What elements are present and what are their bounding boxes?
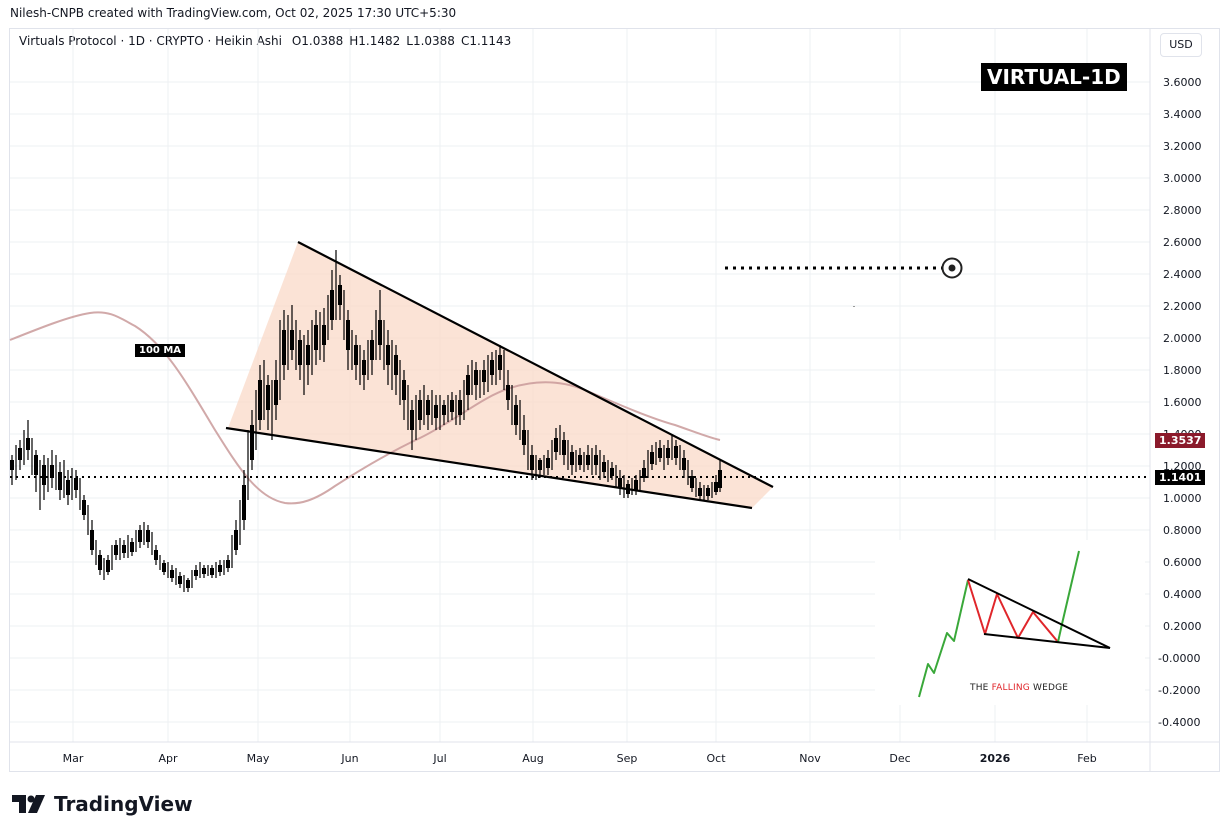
svg-text:0.8000: 0.8000 xyxy=(1163,524,1202,537)
tradingview-logo-icon xyxy=(12,795,45,813)
symbol-legend: Virtuals Protocol · 1D · CRYPTO · Heikin… xyxy=(19,34,517,48)
svg-text:Dec: Dec xyxy=(889,752,910,765)
ma-100-line xyxy=(9,311,721,505)
svg-text:Jul: Jul xyxy=(432,752,446,765)
falling-wedge-inset-image xyxy=(875,540,1145,705)
last-price-badge: 1.1401 xyxy=(1155,470,1206,485)
svg-text:3.6000: 3.6000 xyxy=(1163,76,1202,89)
symbol-name[interactable]: Virtuals Protocol · 1D · CRYPTO · Heikin… xyxy=(19,34,282,48)
svg-text:Feb: Feb xyxy=(1077,752,1096,765)
stray-dot xyxy=(853,306,855,307)
ohlc-close: C1.1143 xyxy=(460,34,512,48)
svg-text:1.8000: 1.8000 xyxy=(1163,364,1202,377)
ohlc-open: O1.0388 xyxy=(291,34,344,48)
price-axis-labels: 3.6000 3.4000 3.2000 3.0000 2.8000 2.600… xyxy=(1158,76,1202,729)
chart-credit: Nilesh-CNPB created with TradingView.com… xyxy=(10,6,457,20)
svg-text:2.2000: 2.2000 xyxy=(1163,300,1202,313)
currency-button[interactable]: USD xyxy=(1160,33,1202,57)
target-icon[interactable] xyxy=(941,257,963,279)
tradingview-logo-text: TradingView xyxy=(54,792,193,816)
svg-text:0.6000: 0.6000 xyxy=(1163,556,1202,569)
symbol-title-tag: VIRTUAL-1D xyxy=(981,63,1127,91)
svg-text:May: May xyxy=(247,752,270,765)
svg-text:3.2000: 3.2000 xyxy=(1163,140,1202,153)
svg-text:0.4000: 0.4000 xyxy=(1163,588,1202,601)
horizontal-gridlines xyxy=(10,81,1150,723)
caption-prefix: THE xyxy=(970,683,992,693)
svg-text:Sep: Sep xyxy=(617,752,638,765)
svg-text:2.0000: 2.0000 xyxy=(1163,332,1202,345)
svg-text:-0.4000: -0.4000 xyxy=(1158,716,1200,729)
candlesticks xyxy=(10,250,722,592)
caption-suffix: WEDGE xyxy=(1029,683,1069,693)
svg-text:1.6000: 1.6000 xyxy=(1163,396,1202,409)
svg-text:Oct: Oct xyxy=(706,752,726,765)
svg-text:3.4000: 3.4000 xyxy=(1163,108,1202,121)
ma-label-tag: 100 MA xyxy=(135,344,186,357)
svg-text:2.6000: 2.6000 xyxy=(1163,236,1202,249)
svg-text:2026: 2026 xyxy=(980,752,1011,765)
svg-text:Mar: Mar xyxy=(63,752,84,765)
svg-text:2.8000: 2.8000 xyxy=(1163,204,1202,217)
svg-text:Apr: Apr xyxy=(158,752,178,765)
svg-text:-0.2000: -0.2000 xyxy=(1158,684,1200,697)
svg-text:Nov: Nov xyxy=(799,752,821,765)
caption-highlight: FALLING xyxy=(991,683,1030,693)
ohlc-high: H1.1482 xyxy=(349,34,401,48)
wedge-upper-trendline xyxy=(297,241,774,488)
svg-text:1.2000: 1.2000 xyxy=(1163,460,1202,473)
ohlc-low: L1.0388 xyxy=(406,34,455,48)
svg-text:Aug: Aug xyxy=(522,752,543,765)
svg-text:3.0000: 3.0000 xyxy=(1163,172,1202,185)
wedge-lower-trendline xyxy=(225,426,753,510)
inset-caption: THE FALLING WEDGE xyxy=(970,683,1068,693)
chart-frame xyxy=(9,28,1220,772)
svg-text:-0.0000: -0.0000 xyxy=(1158,652,1200,665)
tradingview-logo[interactable]: TradingView xyxy=(12,792,193,816)
svg-text:1.0000: 1.0000 xyxy=(1163,492,1202,505)
time-axis-labels: Mar Apr May Jun Jul Aug Sep Oct Nov Dec … xyxy=(63,752,1097,765)
ma-price-badge: 1.3537 xyxy=(1155,433,1206,448)
svg-text:Jun: Jun xyxy=(340,752,358,765)
svg-text:2.4000: 2.4000 xyxy=(1163,268,1202,281)
svg-text:0.2000: 0.2000 xyxy=(1163,620,1202,633)
